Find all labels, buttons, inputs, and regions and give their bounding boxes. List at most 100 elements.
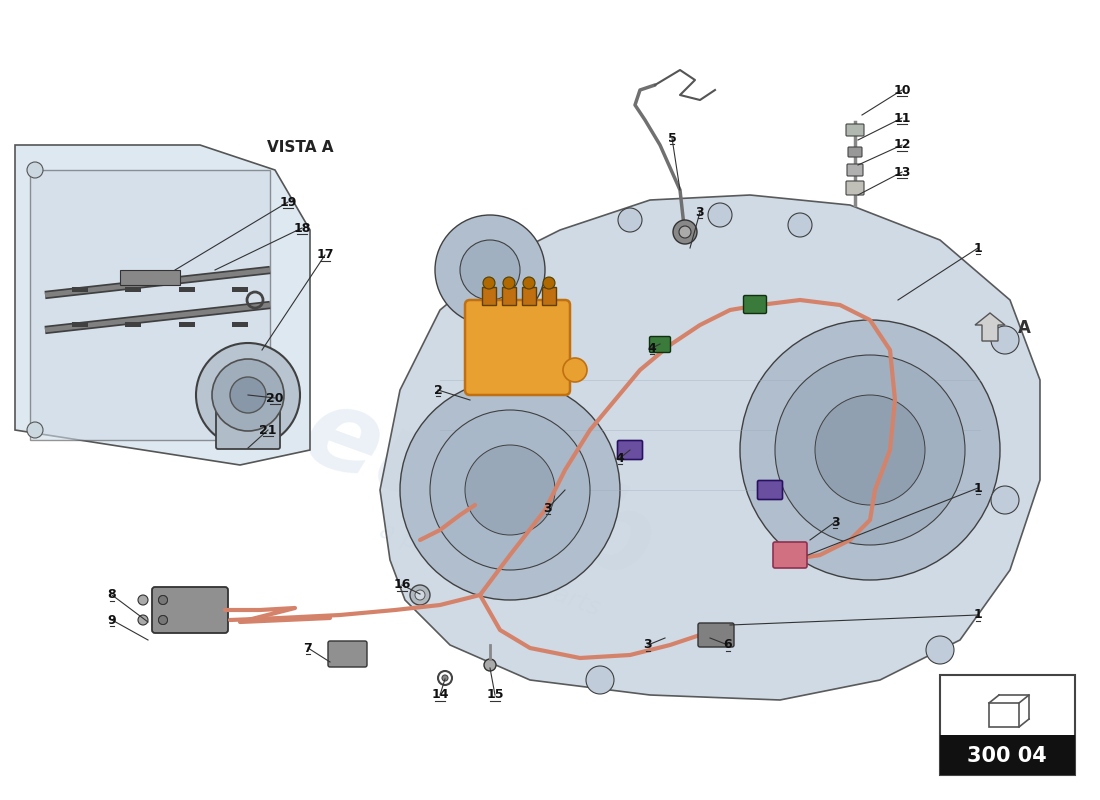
Text: 18: 18	[294, 222, 310, 234]
FancyBboxPatch shape	[847, 164, 864, 176]
Bar	[482, 287, 496, 305]
Circle shape	[442, 675, 448, 681]
Bar	[72, 322, 88, 327]
Text: 19: 19	[279, 195, 297, 209]
FancyBboxPatch shape	[465, 300, 570, 395]
Circle shape	[138, 595, 148, 605]
Bar	[125, 322, 141, 327]
FancyBboxPatch shape	[649, 337, 671, 353]
Circle shape	[230, 377, 266, 413]
Bar	[542, 287, 556, 305]
Circle shape	[212, 359, 284, 431]
Circle shape	[158, 615, 167, 625]
Text: 10: 10	[893, 83, 911, 97]
Circle shape	[679, 226, 691, 238]
Text: 3: 3	[543, 502, 552, 514]
Bar	[232, 322, 248, 327]
Text: 15: 15	[486, 689, 504, 702]
Text: 3: 3	[830, 515, 839, 529]
FancyBboxPatch shape	[773, 542, 807, 568]
Text: 16: 16	[394, 578, 410, 591]
Circle shape	[586, 666, 614, 694]
FancyBboxPatch shape	[216, 393, 280, 449]
Text: 13: 13	[893, 166, 911, 178]
Circle shape	[28, 162, 43, 178]
Circle shape	[158, 615, 167, 625]
Circle shape	[926, 636, 954, 664]
Circle shape	[196, 343, 300, 447]
FancyBboxPatch shape	[744, 295, 767, 314]
Polygon shape	[15, 145, 310, 465]
Text: 9: 9	[108, 614, 117, 626]
Circle shape	[503, 277, 515, 289]
Circle shape	[434, 215, 544, 325]
FancyBboxPatch shape	[846, 181, 864, 195]
Bar	[178, 287, 195, 292]
FancyBboxPatch shape	[758, 481, 782, 499]
Text: 17: 17	[317, 249, 333, 262]
Circle shape	[460, 240, 520, 300]
Polygon shape	[379, 195, 1040, 700]
FancyBboxPatch shape	[328, 641, 367, 667]
Text: 1: 1	[974, 609, 982, 622]
Circle shape	[563, 358, 587, 382]
Text: 3: 3	[695, 206, 704, 218]
Circle shape	[991, 486, 1019, 514]
Circle shape	[740, 320, 1000, 580]
Bar	[940, 675, 1075, 775]
Text: 20: 20	[266, 391, 284, 405]
Text: 12: 12	[893, 138, 911, 151]
Text: 3: 3	[644, 638, 652, 651]
Circle shape	[483, 277, 495, 289]
Circle shape	[543, 277, 556, 289]
Text: 11: 11	[893, 111, 911, 125]
Text: A: A	[1018, 319, 1031, 337]
Text: 21: 21	[260, 423, 277, 437]
Circle shape	[484, 659, 496, 671]
Text: 300 04: 300 04	[967, 746, 1047, 766]
Circle shape	[991, 326, 1019, 354]
Circle shape	[465, 445, 556, 535]
Circle shape	[430, 410, 590, 570]
FancyBboxPatch shape	[152, 587, 228, 633]
Bar	[125, 287, 141, 292]
Text: 7: 7	[304, 642, 312, 654]
Polygon shape	[975, 313, 1005, 341]
Circle shape	[28, 422, 43, 438]
Circle shape	[708, 203, 732, 227]
Bar	[120, 270, 180, 285]
Circle shape	[138, 615, 148, 625]
Bar	[502, 287, 516, 305]
Bar	[178, 322, 195, 327]
Circle shape	[158, 595, 167, 605]
Text: 4: 4	[616, 451, 625, 465]
Bar	[522, 287, 536, 305]
Text: a passion for parts: a passion for parts	[376, 519, 604, 621]
FancyBboxPatch shape	[846, 124, 864, 136]
Text: 8: 8	[108, 589, 117, 602]
FancyBboxPatch shape	[848, 147, 862, 157]
Text: eurob: eurob	[290, 378, 670, 602]
Circle shape	[788, 213, 812, 237]
Circle shape	[673, 220, 697, 244]
Text: VISTA A: VISTA A	[266, 141, 333, 155]
Text: 4: 4	[648, 342, 657, 354]
Text: 5: 5	[668, 131, 676, 145]
FancyBboxPatch shape	[617, 441, 642, 459]
Circle shape	[522, 277, 535, 289]
Circle shape	[815, 395, 925, 505]
Bar	[72, 287, 88, 292]
Circle shape	[158, 595, 167, 605]
Bar	[940, 735, 1075, 775]
FancyBboxPatch shape	[30, 170, 270, 440]
Circle shape	[415, 590, 425, 600]
Circle shape	[618, 208, 642, 232]
Circle shape	[410, 585, 430, 605]
Bar	[232, 287, 248, 292]
Text: 2: 2	[433, 383, 442, 397]
Circle shape	[400, 380, 620, 600]
Circle shape	[776, 355, 965, 545]
Text: 1: 1	[974, 242, 982, 254]
Text: 1: 1	[974, 482, 982, 494]
FancyBboxPatch shape	[698, 623, 734, 647]
